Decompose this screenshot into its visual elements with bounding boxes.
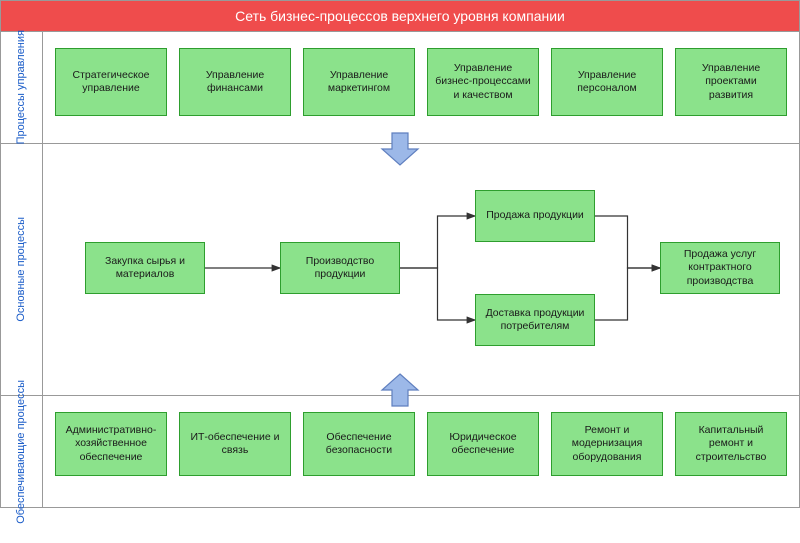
core-node: Продажа продукции [475, 190, 595, 242]
supp-box: Обеспечение безопасности [303, 412, 415, 476]
supp-box: Ремонт и модернизация оборудования [551, 412, 663, 476]
row-content-management: Стратегическое управление Управление фин… [43, 32, 799, 143]
row-content-core: Закупка сырья и материалов Производство п… [43, 144, 799, 395]
core-node: Производство продукции [280, 242, 400, 294]
row-core: Основные процессы Закупка сырья и матери… [0, 144, 800, 396]
core-node: Продажа услуг контрактного производства [660, 242, 780, 294]
mgmt-box: Управление финансами [179, 48, 291, 116]
connector-edge [595, 268, 660, 320]
supp-grid: Административно-хозяйственное обеспечени… [55, 412, 787, 476]
mgmt-box: Управление персоналом [551, 48, 663, 116]
row-content-supporting: Административно-хозяйственное обеспечени… [43, 396, 799, 507]
core-canvas: Закупка сырья и материалов Производство п… [55, 166, 787, 371]
supp-box: Капитальный ремонт и строительство [675, 412, 787, 476]
supp-box: Административно-хозяйственное обеспечени… [55, 412, 167, 476]
row-supporting: Обеспечивающие процессы Административно-… [0, 396, 800, 508]
mgmt-box: Управление бизнес-процессами и качеством [427, 48, 539, 116]
diagram-container: Сеть бизнес-процессов верхнего уровня ко… [0, 0, 800, 543]
core-node: Доставка продукции потребителям [475, 294, 595, 346]
mgmt-box: Управление маркетингом [303, 48, 415, 116]
block-arrow-down-icon [380, 131, 420, 167]
connector-edge [400, 216, 475, 268]
core-node: Закупка сырья и материалов [85, 242, 205, 294]
supp-box: Юридическое обеспечение [427, 412, 539, 476]
row-management: Процессы управления Стратегическое управ… [0, 32, 800, 144]
block-arrow-up-icon [380, 372, 420, 408]
title-bar: Сеть бизнес-процессов верхнего уровня ко… [0, 0, 800, 32]
connector-edge [595, 216, 660, 268]
mgmt-box: Стратегическое управление [55, 48, 167, 116]
supp-box: ИТ-обеспечение и связь [179, 412, 291, 476]
mgmt-grid: Стратегическое управление Управление фин… [55, 48, 787, 116]
row-label-supporting: Обеспечивающие процессы [1, 396, 43, 507]
row-label-core: Основные процессы [1, 144, 43, 395]
row-label-management: Процессы управления [1, 32, 43, 143]
connector-edge [400, 268, 475, 320]
title-text: Сеть бизнес-процессов верхнего уровня ко… [235, 8, 565, 24]
mgmt-box: Управление проектами развития [675, 48, 787, 116]
